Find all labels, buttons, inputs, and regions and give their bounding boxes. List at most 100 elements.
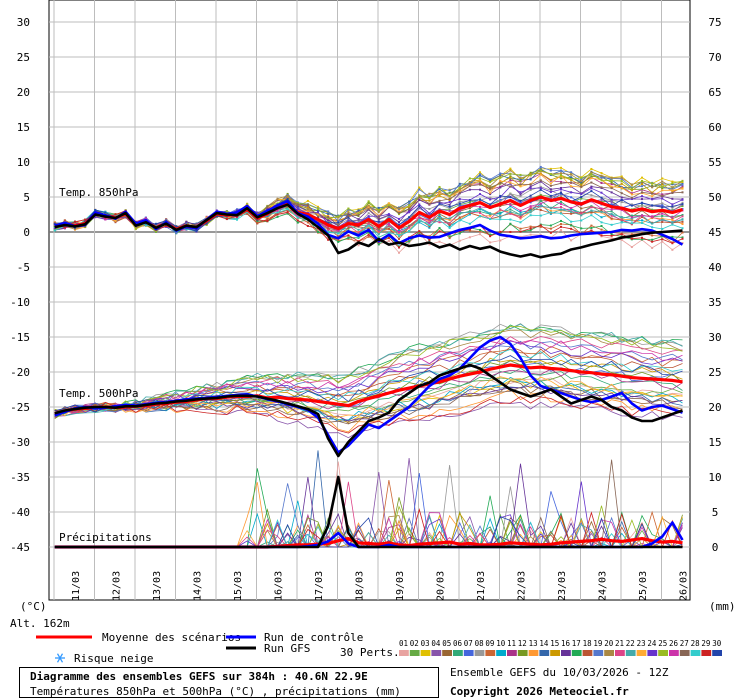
pert-t850-point [225,216,228,219]
pert-t850-point [620,201,623,204]
pert-t850-point [438,194,441,197]
pert-t850-point [74,228,76,231]
pert-t850-point [428,207,431,210]
pert-t850-point [560,186,562,189]
pert-legend-swatch [615,650,625,656]
pert-t850-point [549,167,552,170]
pert-t850-point [630,192,633,195]
pert-t850-point [570,178,573,181]
pert-t850-point [418,203,421,206]
pert-t850-point [509,196,512,199]
pert-t850-point [560,172,562,175]
pert-t850-point [610,198,613,201]
pert-t850-point [620,186,623,189]
pert-t850-point [651,222,654,225]
pert-t850-point [306,207,309,210]
pert-t850-point [630,233,633,236]
pert-t850-point [539,172,542,175]
pert-t850-point [448,237,451,240]
pert-t850-point [144,217,147,220]
pert-t850-point [661,185,664,188]
pert-t850-point [681,187,684,190]
pert-t850-point [661,227,664,230]
pert-t850-point [661,194,664,197]
left-axis-tick: 10 [17,156,30,169]
pert-t850-point [499,200,502,203]
pert-t850-point [367,225,370,228]
pert-t850-point [590,173,593,176]
pert-t850-point [580,178,583,181]
pert-t850-point [539,169,542,172]
pert-legend-id: 25 [658,639,667,648]
label-precip: Précipitations [59,531,152,544]
pert-t850-point [53,229,56,232]
pert-t850-point [418,220,421,223]
pert-legend-id: 03 [421,639,430,648]
pert-t850-point [458,198,461,201]
pert-t850-point [398,213,400,216]
right-axis-tick: 30 [708,331,721,344]
pert-t850-point [671,248,674,251]
pert-t850-point [570,239,573,242]
pert-t850-point [256,211,259,214]
pert-t850-point [681,205,684,208]
pert-t850-point [418,188,421,191]
pert-t850-point [468,181,471,184]
pert-t850-point [499,239,502,242]
pert-t850-point [630,216,633,219]
pert-t850-point [590,187,593,190]
pert-t850-point [560,188,562,191]
pert-t850-point [367,220,370,223]
pert-t850-point [580,176,583,179]
pert-t850-point [489,187,492,190]
pert-t850-point [408,204,411,207]
pert-t850-point [529,178,532,181]
pert-t850-point [519,215,522,218]
right-axis-tick: 35 [708,296,721,309]
pert-t850-point [286,212,289,215]
pert-t850-point [448,197,451,200]
pert-t850-point [509,182,512,185]
pert-legend-swatch [399,650,409,656]
pert-t850-point [590,226,593,229]
left-axis-tick: -20 [10,366,30,379]
pert-t850-point [468,177,471,180]
pert-t850-point [256,212,259,215]
pert-t850-point [367,206,370,209]
pert-t850-point [620,233,623,236]
pert-t850-point [499,186,502,189]
pert-t850-point [529,229,532,232]
pert-t850-point [104,211,107,214]
pert-t850-point [53,222,56,225]
pert-t850-point [549,182,552,185]
pert-t850-point [671,182,674,185]
pert-t850-point [428,238,431,241]
pert-t850-point [539,173,542,176]
left-axis-unit: (°C) [20,600,47,613]
pert-t850-point [539,186,542,189]
pert-t850-point [539,193,542,196]
pert-t850-point [641,198,643,201]
pert-t850-point [529,188,532,191]
pert-t850-point [357,236,360,239]
pert-legend-swatch [409,650,420,656]
pert-t850-point [428,221,431,224]
pert-t850-point [489,179,492,182]
pert-t850-point [438,192,441,195]
pert-legend-swatch [485,650,496,656]
pert-t850-point [246,203,249,206]
pert-legend-id: 07 [464,639,473,648]
pert-t850-point [479,174,481,177]
pert-t850-point [479,173,481,176]
pert-t850-point [357,208,360,211]
pert-t850-point [620,180,623,183]
pert-t850-point [580,219,583,222]
pert-t850-point [519,178,522,181]
pert-t850-point [681,180,684,183]
pert-legend-swatch [658,650,668,656]
pert-t850-point [408,240,411,243]
pert-t850-point [539,214,542,217]
right-axis-tick: 70 [708,51,721,64]
pert-t850-point [661,187,664,190]
pert-t850-point [519,201,522,204]
